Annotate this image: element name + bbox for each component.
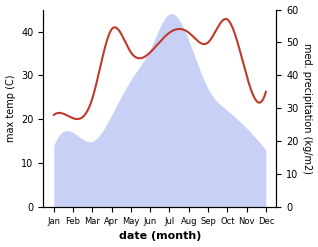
Y-axis label: max temp (C): max temp (C) bbox=[5, 75, 16, 142]
Y-axis label: med. precipitation (kg/m2): med. precipitation (kg/m2) bbox=[302, 43, 313, 174]
X-axis label: date (month): date (month) bbox=[119, 231, 201, 242]
